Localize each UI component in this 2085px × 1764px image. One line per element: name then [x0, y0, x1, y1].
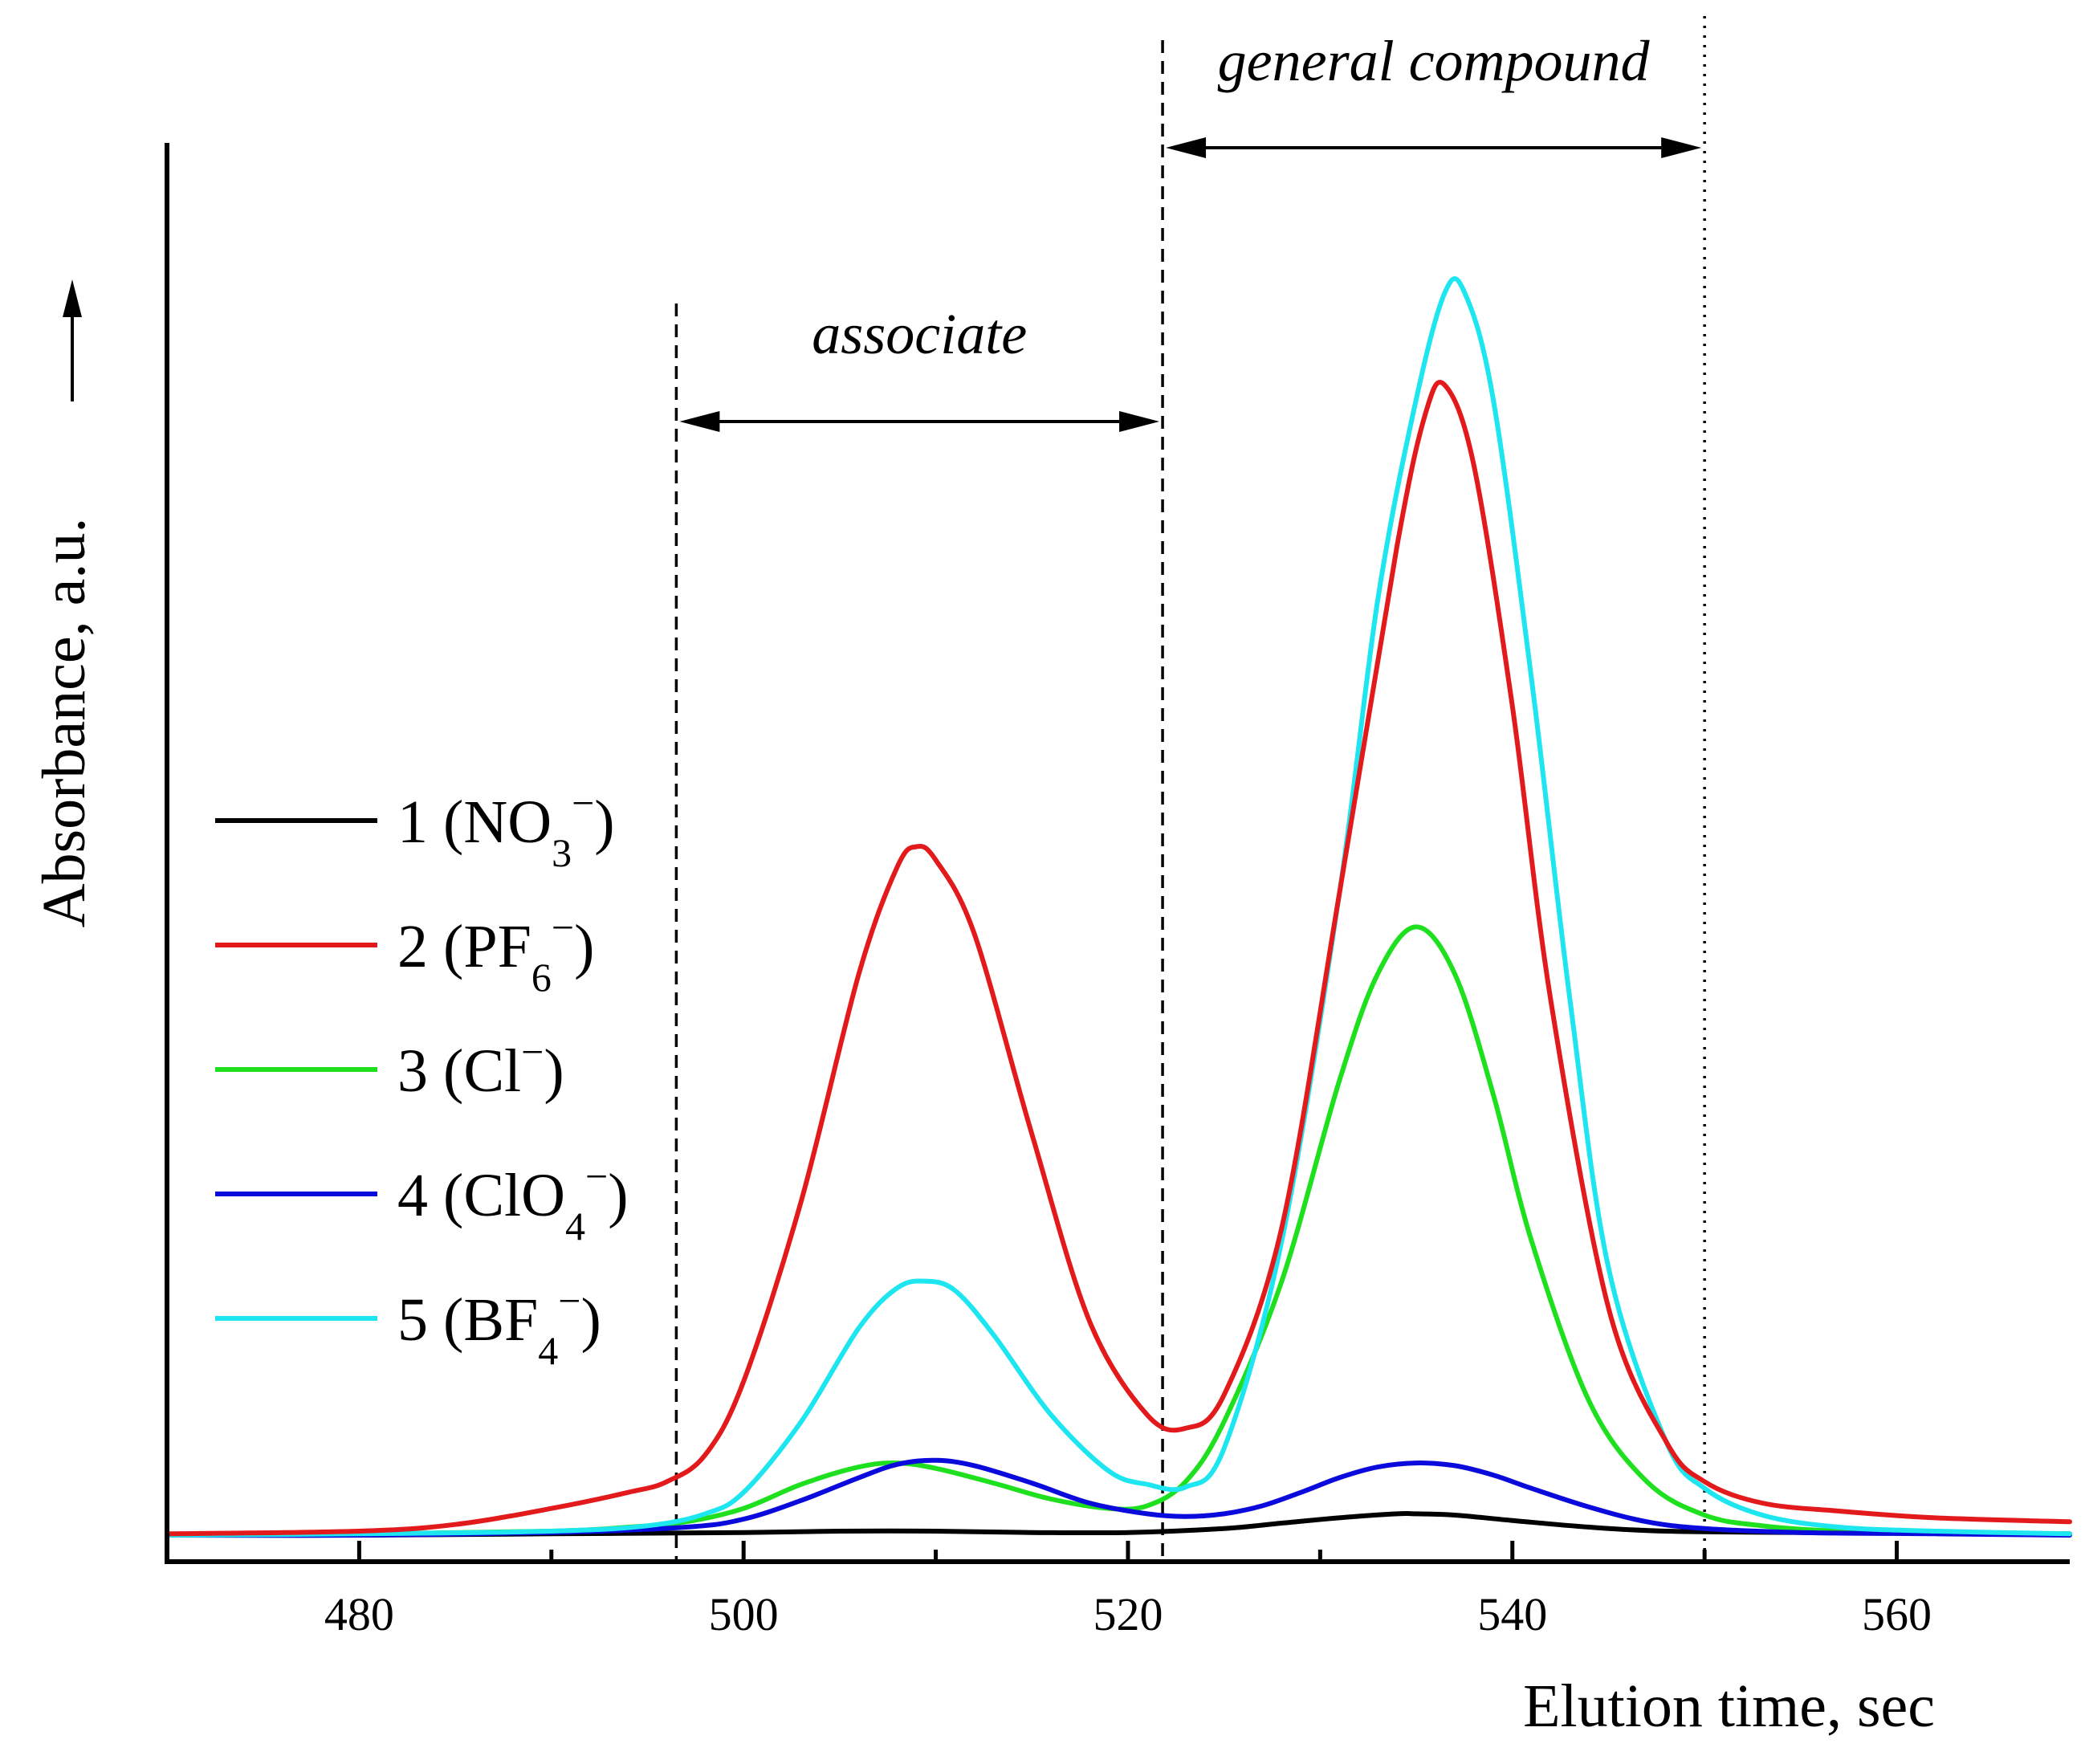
legend-paren-open: (	[428, 913, 463, 980]
y-axis-arrow-glyph: ⟶	[31, 310, 98, 397]
legend-ion: Cl	[463, 1037, 521, 1105]
y-axis-title: Absorbance, a.u.	[31, 518, 98, 928]
series-lines	[165, 275, 2072, 1538]
y-axis-title-group: Absorbance, a.u. ⟶	[31, 310, 98, 928]
legend-item-4: 4 (ClO4−)	[215, 1154, 629, 1249]
x-tick-label: 560	[1862, 1588, 1932, 1640]
associate-arrowhead-right	[1119, 411, 1160, 432]
x-axis-ticks: 480 500 520 540 560	[165, 1541, 1932, 1640]
general-compound-arrowhead-left	[1166, 137, 1207, 158]
legend-label: 4 (ClO4−)	[397, 1154, 629, 1249]
legend-paren-close: )	[608, 1162, 628, 1229]
legend-paren-close: )	[580, 1286, 601, 1354]
legend-ion-subscript: 4	[538, 1328, 558, 1373]
legend-number: 4	[397, 1162, 428, 1229]
x-tick-label: 520	[1093, 1588, 1163, 1640]
legend-label: 1 (NO3−)	[397, 780, 615, 875]
associate-arrowhead-left	[679, 411, 720, 432]
legend-ion-subscript: 4	[565, 1204, 585, 1249]
associate-label: associate	[812, 302, 1027, 366]
legend-item-5: 5 (BF4−)	[215, 1278, 601, 1373]
legend-number: 3	[397, 1037, 428, 1105]
legend-item-1: 1 (NO3−)	[215, 780, 615, 875]
legend-item-2: 2 (PF6−)	[215, 905, 594, 1000]
legend-ion: PF	[463, 913, 531, 980]
legend-paren-open: (	[428, 788, 463, 856]
associate-annotation: associate	[679, 302, 1160, 432]
series-line-2	[165, 379, 2072, 1537]
x-tick-label: 480	[324, 1588, 394, 1640]
y-axis-arrow-head	[63, 279, 82, 317]
x-axis-title: Elution time, sec	[1523, 1672, 1935, 1740]
legend-paren-close: )	[574, 913, 594, 980]
legend-label: 2 (PF6−)	[397, 905, 594, 1000]
general-compound-annotation: general compound	[1166, 29, 1702, 158]
legend-ion: NO	[463, 788, 552, 856]
x-tick-label: 540	[1477, 1588, 1547, 1640]
legend-paren-open: (	[428, 1037, 463, 1105]
legend-paren-close: )	[594, 788, 614, 856]
x-tick-label: 500	[709, 1588, 779, 1640]
legend-ion: BF	[463, 1286, 538, 1354]
legend-paren-close: )	[544, 1037, 564, 1105]
legend-label: 3 (Cl−)	[397, 1029, 564, 1105]
legend-ion-charge: −	[572, 780, 594, 825]
legend-ion-subscript: 6	[531, 955, 552, 1000]
legend-number: 5	[397, 1286, 428, 1354]
legend: 1 (NO3−)2 (PF6−)3 (Cl−)4 (ClO4−)5 (BF4−)	[215, 780, 629, 1373]
legend-number: 1	[397, 788, 428, 856]
legend-ion-subscript: 3	[552, 830, 572, 875]
series-line-3	[165, 924, 2072, 1538]
legend-item-3: 3 (Cl−)	[215, 1029, 564, 1105]
legend-label: 5 (BF4−)	[397, 1278, 601, 1373]
general-compound-arrowhead-right	[1661, 137, 1702, 158]
y-axis-arrow	[63, 279, 82, 401]
legend-ion: ClO	[463, 1162, 565, 1229]
legend-ion-charge: −	[558, 1278, 580, 1323]
legend-paren-open: (	[428, 1286, 463, 1354]
legend-ion-charge: −	[585, 1154, 608, 1199]
general-compound-label: general compound	[1218, 29, 1651, 93]
legend-ion-charge: −	[521, 1029, 544, 1074]
series-line-4	[165, 1457, 2072, 1538]
legend-number: 2	[397, 913, 428, 980]
legend-paren-open: (	[428, 1162, 463, 1229]
legend-ion-charge: −	[552, 905, 574, 950]
